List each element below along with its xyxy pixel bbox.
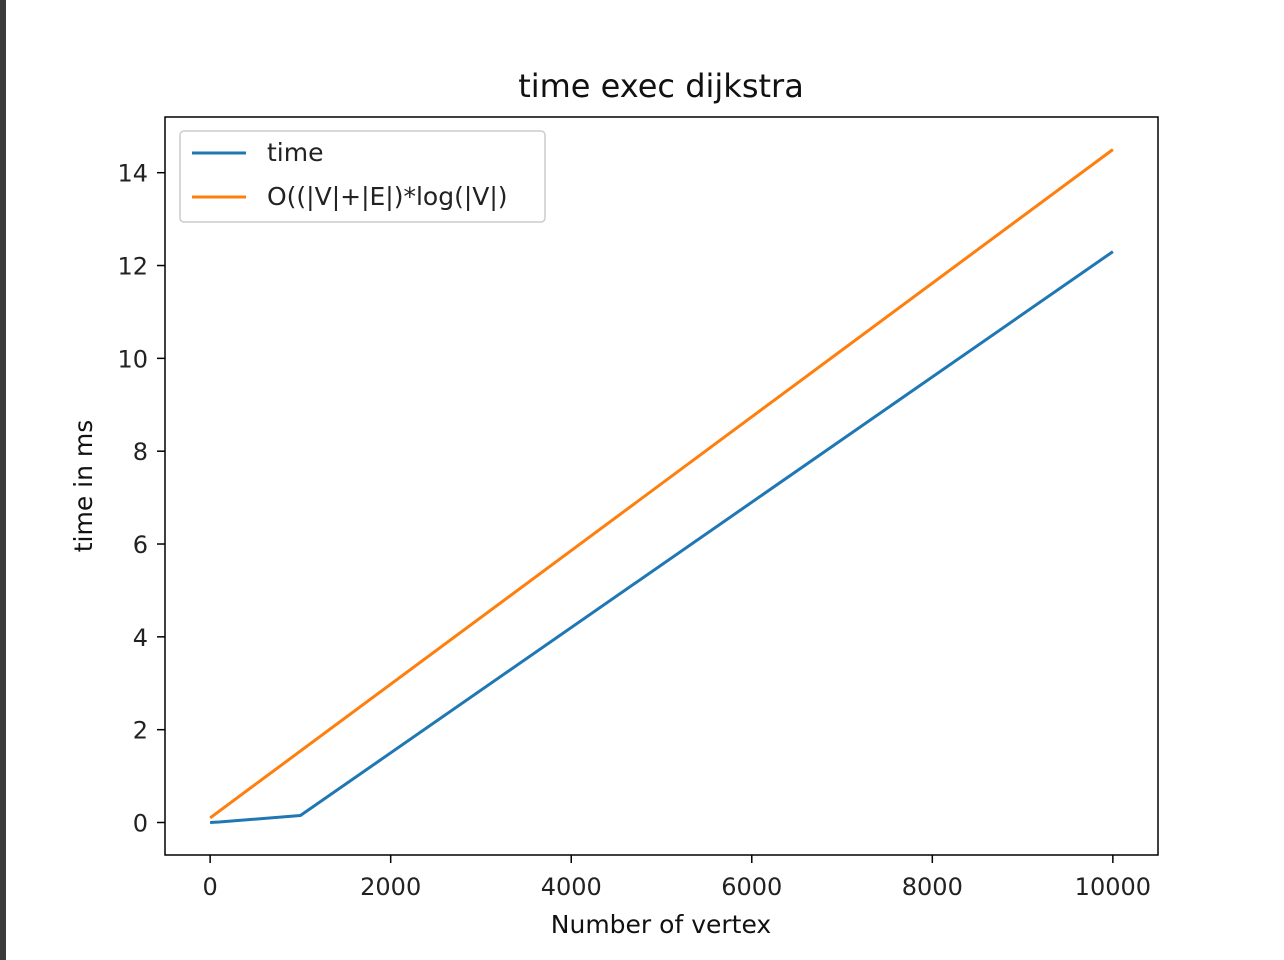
x-tick-label: 0 [202,873,217,901]
y-tick-label: 0 [133,810,148,838]
legend-label: O((|V|+|E|)*log(|V|) [267,182,508,211]
legend-box [179,130,546,223]
x-axis-label: Number of vertex [551,910,771,939]
y-tick-label: 8 [133,438,148,466]
x-tick-label: 10000 [1075,873,1151,901]
x-tick-label: 6000 [721,873,782,901]
legend-label: time [267,138,323,167]
series-line-0 [210,250,1114,824]
y-tick-label: 6 [133,531,148,559]
y-axis: 0 2 4 6 8 10 12 14 [117,160,165,838]
x-tick-label: 2000 [360,873,421,901]
chart-title: time exec dijkstra [518,67,804,105]
y-tick-label: 14 [117,160,148,188]
window-edge [0,0,6,960]
y-tick-label: 10 [117,345,148,373]
x-tick-label: 4000 [541,873,602,901]
series-lines [209,148,1114,824]
x-axis: 0 2000 4000 6000 8000 10000 [202,855,1151,901]
y-tick-label: 12 [117,253,148,281]
y-tick-label: 2 [133,717,148,745]
y-axis-label: time in ms [69,420,98,553]
legend: time O((|V|+|E|)*log(|V|) [179,130,546,223]
x-tick-label: 8000 [902,873,963,901]
y-tick-label: 4 [133,624,148,652]
series-line-1 [209,148,1114,820]
